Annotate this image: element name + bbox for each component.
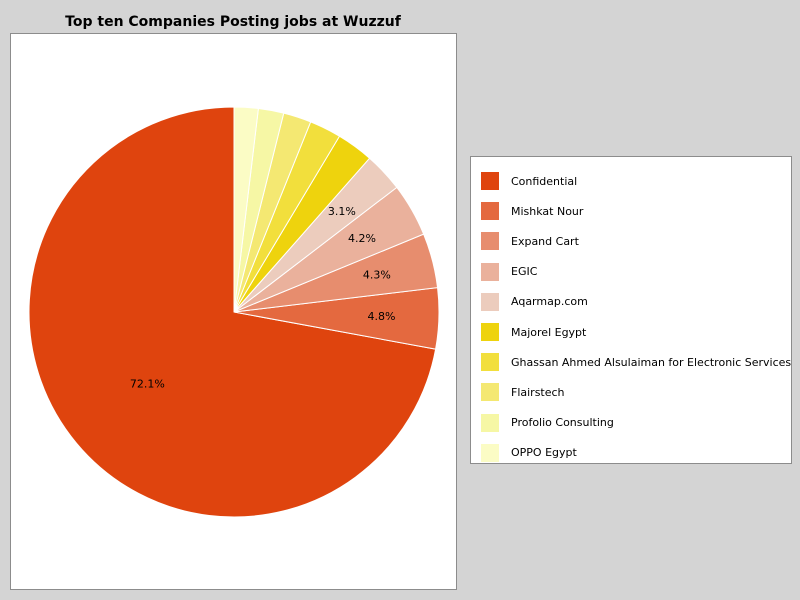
plot-area: 72.1% 4.8% 4.3% 4.2% 3.1%: [10, 33, 457, 590]
legend-item-oppo-egypt: OPPO Egypt: [471, 438, 791, 468]
legend-item-aqarmap-com: Aqarmap.com: [471, 287, 791, 317]
legend: Confidential Mishkat Nour Expand Cart EGIC A…: [470, 156, 792, 464]
slice-label-confidential: 72.1%: [130, 378, 165, 391]
legend-label: Mishkat Nour: [511, 204, 584, 218]
legend-label: Flairstech: [511, 385, 565, 399]
legend-swatch: [481, 353, 499, 372]
slice-label-egic: 4.2%: [348, 232, 376, 245]
legend-swatch: [481, 262, 499, 281]
legend-item-confidential: Confidential: [471, 166, 791, 196]
legend-label: EGIC: [511, 265, 538, 279]
legend-swatch: [481, 232, 499, 251]
pie-slice-confidential: [28, 106, 437, 518]
legend-item-profolio-consulting: Profolio Consulting: [471, 408, 791, 438]
slice-label-aqarmap-com: 3.1%: [328, 205, 356, 218]
legend-item-expand-cart: Expand Cart: [471, 226, 791, 256]
legend-swatch: [481, 413, 499, 432]
pie-chart: 72.1% 4.8% 4.3% 4.2% 3.1%: [28, 106, 440, 518]
chart-title: Top ten Companies Posting jobs at Wuzzuf: [65, 14, 401, 30]
legend-swatch: [481, 292, 499, 311]
legend-swatch: [481, 323, 499, 342]
legend-swatch: [481, 202, 499, 221]
legend-item-majorel-egypt: Majorel Egypt: [471, 317, 791, 347]
legend-swatch: [481, 443, 499, 462]
legend-swatch: [481, 383, 499, 402]
slice-label-expand-cart: 4.3%: [363, 268, 391, 281]
legend-label: Expand Cart: [511, 234, 579, 248]
legend-item-ghassan-ahmed-alsulaiman-for-electronic-services: Ghassan Ahmed Alsulaiman for Electronic …: [471, 347, 791, 377]
legend-item-mishkat-nour: Mishkat Nour: [471, 196, 791, 226]
legend-swatch: [481, 172, 499, 191]
legend-item-egic: EGIC: [471, 257, 791, 287]
legend-item-flairstech: Flairstech: [471, 377, 791, 407]
legend-label: Majorel Egypt: [511, 325, 587, 339]
legend-label: Aqarmap.com: [511, 295, 588, 309]
slice-label-mishkat-nour: 4.8%: [368, 310, 396, 323]
legend-label: Profolio Consulting: [511, 416, 614, 430]
legend-label: OPPO Egypt: [511, 446, 577, 460]
pie-slice-oppo-egypt: [233, 106, 259, 313]
legend-label: Confidential: [511, 174, 578, 188]
legend-label: Ghassan Ahmed Alsulaiman for Electronic …: [511, 355, 792, 369]
